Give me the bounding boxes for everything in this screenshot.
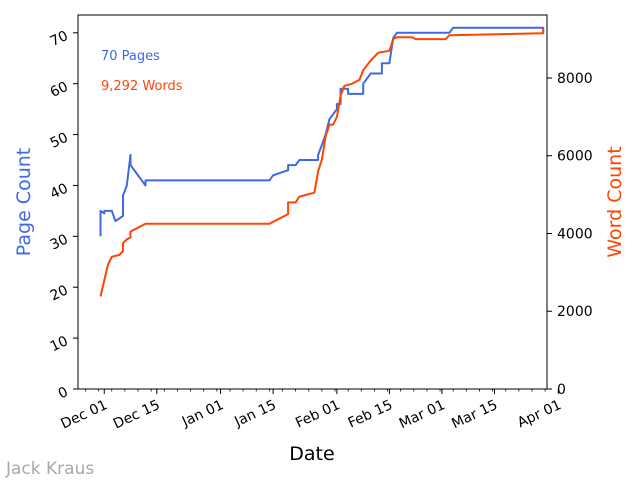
annotation-pages: 70 Pages — [101, 49, 160, 64]
left-y-tick-label: 40 — [48, 181, 71, 203]
x-tick-label: Jan 01 — [179, 397, 226, 430]
word-count-line — [99, 27, 545, 297]
plot-series — [99, 26, 545, 297]
right-y-tick-label: 6000 — [557, 149, 593, 165]
x-tick-label: Jan 15 — [231, 397, 278, 430]
x-axis-ticks: Dec 01 Dec 15 Jan 01 Jan 15 Feb 01 Feb 15 Mar … — [58, 389, 564, 432]
right-y-tick-label: 2000 — [557, 304, 593, 320]
x-tick-label: Mar 01 — [397, 397, 448, 432]
left-y-tick-label: 10 — [48, 333, 71, 355]
page-count-line — [99, 26, 545, 237]
right-y-tick-label: 8000 — [557, 71, 593, 87]
x-tick-label: Feb 15 — [346, 397, 395, 431]
left-axis-ticks: 0 10 20 30 40 50 60 70 — [48, 28, 78, 402]
left-y-tick-label: 30 — [48, 231, 71, 253]
right-y-tick-label: 4000 — [557, 226, 593, 242]
plot-frame — [77, 14, 548, 390]
x-tick-label: Mar 15 — [449, 397, 500, 432]
x-axis-label: Date — [289, 443, 334, 465]
right-axis-ticks: 0 2000 4000 6000 8000 — [547, 71, 593, 398]
left-y-tick-label: 0 — [56, 384, 71, 402]
right-axis-label: Word Count — [604, 146, 626, 257]
left-y-tick-label: 20 — [48, 282, 71, 304]
author-credit: Jack Kraus — [6, 459, 95, 479]
left-y-tick-label: 70 — [48, 28, 71, 50]
x-tick-label: Dec 15 — [111, 397, 162, 432]
x-tick-label: Feb 01 — [293, 397, 342, 431]
x-tick-label: Apr 01 — [515, 397, 564, 431]
annotation-words: 9,292 Words — [101, 79, 183, 94]
left-axis-label: Page Count — [13, 148, 35, 256]
x-tick-label: Dec 01 — [58, 397, 109, 432]
right-y-tick-label: 0 — [557, 382, 566, 398]
left-y-tick-label: 60 — [48, 79, 71, 101]
left-y-tick-label: 50 — [48, 130, 71, 152]
